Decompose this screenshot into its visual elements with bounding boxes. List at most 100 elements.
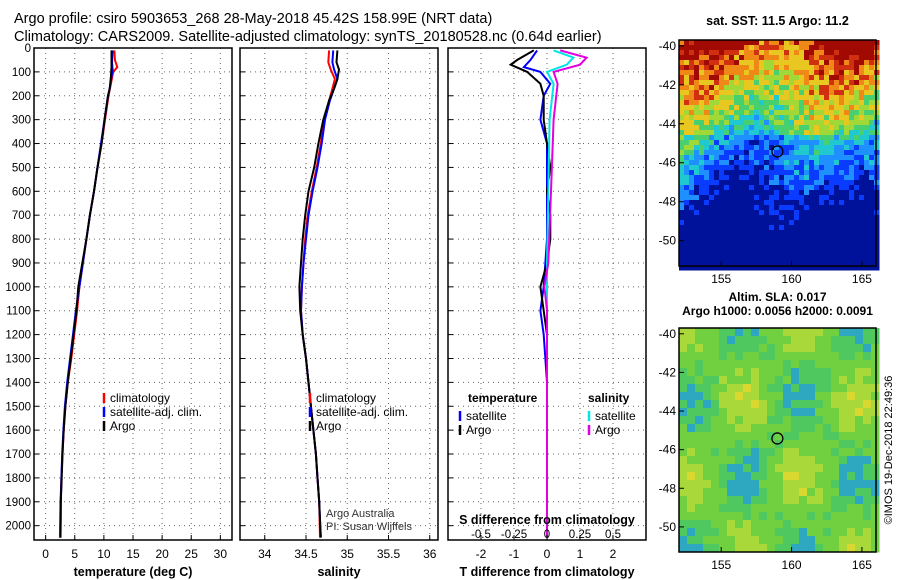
map-cell: [729, 60, 735, 66]
map-cell: [819, 155, 825, 161]
map-cell: [844, 235, 850, 241]
map-cell: [829, 265, 835, 271]
argo-position-marker: [771, 432, 784, 445]
map-cell: [789, 255, 795, 261]
map-cell: [724, 115, 730, 121]
map-cell: [749, 240, 755, 246]
map-cell: [767, 392, 776, 401]
map-cell: [839, 60, 845, 66]
map-cell: [743, 536, 752, 545]
map-cell: [739, 200, 745, 206]
map-cell: [799, 520, 808, 529]
map-cell: [759, 90, 765, 96]
map-cell: [689, 220, 695, 226]
map-cell: [849, 260, 855, 266]
map-cell: [815, 368, 824, 377]
map-cell: [695, 416, 704, 425]
map-cell: [735, 336, 744, 345]
map-cell: [704, 120, 710, 126]
map-cell: [869, 195, 875, 201]
map-cell: [775, 496, 784, 505]
map-cell: [739, 155, 745, 161]
map-cell: [719, 440, 728, 449]
map-cell: [719, 408, 728, 417]
map-cell: [767, 424, 776, 433]
map-cell: [709, 255, 715, 261]
map-cell: [709, 45, 715, 51]
map-cell: [744, 255, 750, 261]
map-cell: [727, 464, 736, 473]
map-cell: [864, 80, 870, 86]
map-cell: [689, 230, 695, 236]
map-cell: [799, 60, 805, 66]
map-cell: [824, 205, 830, 211]
map-cell: [829, 60, 835, 66]
map-cell: [839, 488, 848, 497]
legend-label: satellite-adj. clim.: [316, 405, 408, 419]
map-cell: [824, 100, 830, 106]
map-cell: [704, 170, 710, 176]
map-cell: [754, 260, 760, 266]
map-cell: [814, 50, 820, 56]
map-cell: [744, 75, 750, 81]
map-cell: [844, 145, 850, 151]
map-cell: [839, 110, 845, 116]
map-cell: [751, 416, 760, 425]
x-tick-label: 35: [341, 547, 355, 561]
map-cell: [739, 255, 745, 261]
map-cell: [743, 376, 752, 385]
map-cell: [699, 265, 705, 271]
map-cell: [829, 205, 835, 211]
map-cell: [855, 464, 864, 473]
map-cell: [794, 200, 800, 206]
map-cell: [727, 328, 736, 337]
map-cell: [724, 225, 730, 231]
map-cell: [784, 65, 790, 71]
x-tick-label: 36: [423, 547, 437, 561]
map-cell: [759, 230, 765, 236]
map-cell: [709, 100, 715, 106]
map-cell: [869, 245, 875, 251]
map-cell: [684, 240, 690, 246]
map-cell: [694, 230, 700, 236]
map-cell: [799, 195, 805, 201]
map-cell: [859, 265, 865, 271]
map-cell: [839, 165, 845, 171]
map-cell: [727, 536, 736, 545]
map-cell: [687, 392, 696, 401]
map-cell: [791, 544, 800, 553]
map-cell: [799, 210, 805, 216]
map-cell: [784, 150, 790, 156]
map-cell: [844, 230, 850, 236]
map-cell: [804, 245, 810, 251]
map-cell: [759, 185, 765, 191]
map-cell: [703, 440, 712, 449]
map-cell: [791, 400, 800, 409]
map-cell: [814, 125, 820, 131]
map-cell: [819, 40, 825, 46]
map-cell: [864, 120, 870, 126]
map-cell: [839, 40, 845, 46]
map-cell: [831, 512, 840, 521]
map-cell: [744, 60, 750, 66]
map-cell: [791, 472, 800, 481]
map-cell: [863, 336, 872, 345]
map-cell: [839, 115, 845, 121]
map-cell: [734, 225, 740, 231]
map-cell: [727, 496, 736, 505]
map-cell: [815, 400, 824, 409]
map-cell: [839, 528, 848, 537]
map-cell: [754, 150, 760, 156]
map-cell: [754, 75, 760, 81]
map-cell: [679, 536, 688, 545]
map-cell: [764, 190, 770, 196]
map-cell: [791, 464, 800, 473]
map-cell: [699, 205, 705, 211]
map-cell: [864, 185, 870, 191]
map-cell: [774, 165, 780, 171]
map-cell: [863, 328, 872, 337]
map-cell: [719, 520, 728, 529]
map-cell: [849, 175, 855, 181]
map-cell: [679, 45, 685, 51]
map-cell: [829, 50, 835, 56]
